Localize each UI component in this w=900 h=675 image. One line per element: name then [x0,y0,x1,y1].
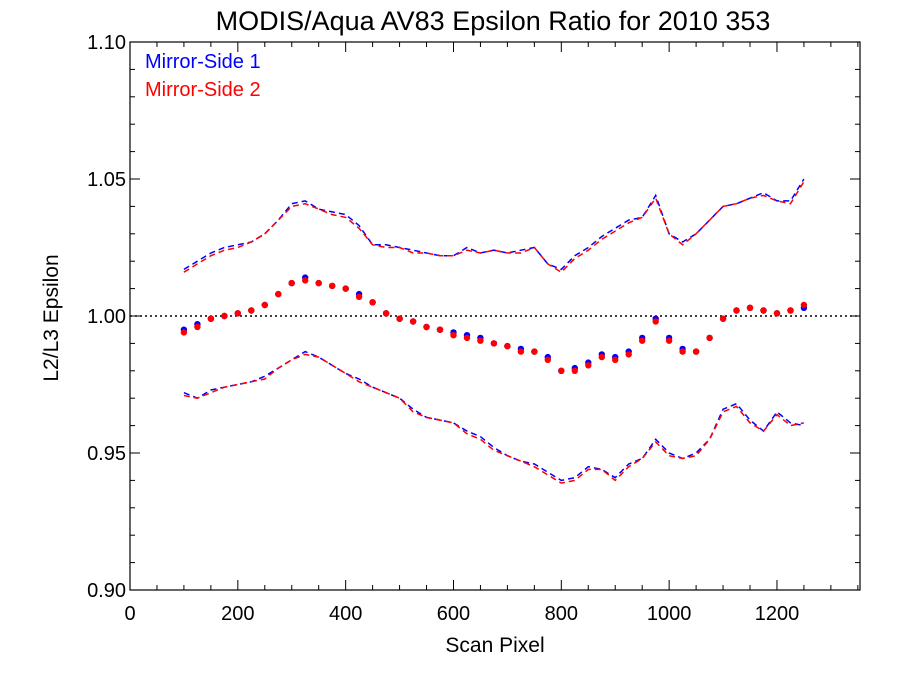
data-point-mirror-side-2 [382,310,390,317]
data-point-mirror-side-2 [423,323,430,331]
series-mirror-side-2 [180,181,808,484]
data-point-mirror-side-2 [234,310,241,317]
data-point-mirror-side-2 [787,307,794,314]
data-point-mirror-side-2 [261,301,268,309]
data-point-mirror-side-2 [692,348,700,355]
data-point-mirror-side-2 [706,334,713,342]
data-point-mirror-side-2 [652,318,659,325]
data-point-mirror-side-2 [302,277,309,284]
data-point-mirror-side-2 [760,307,767,314]
legend-item-mirror-side-2: Mirror-Side 2 [145,79,261,101]
y-tick-label: 1.00 [87,306,126,328]
lower-bound-line-mirror-side-2 [183,353,805,484]
data-point-mirror-side-2 [800,301,808,309]
x-tick-label: 600 [437,603,470,625]
data-point-mirror-side-2 [585,362,592,369]
data-point-mirror-side-2 [477,337,484,344]
y-tick-label: 1.10 [87,32,126,54]
data-point-mirror-side-2 [369,299,376,306]
data-point-mirror-side-2 [315,279,322,287]
data-point-mirror-side-2 [342,285,349,292]
data-point-mirror-side-2 [275,290,282,298]
data-point-mirror-side-2 [746,304,754,311]
data-point-mirror-side-2 [625,351,632,358]
data-point-mirror-side-2 [773,310,781,317]
data-point-mirror-side-2 [450,332,457,339]
data-point-mirror-side-2 [463,334,471,342]
y-axis-label: L2/L3 Epsilon [40,254,63,381]
upper-bound-line-mirror-side-2 [183,181,805,274]
x-tick-label: 0 [124,603,135,625]
legend: Mirror-Side 1 Mirror-Side 2 [145,51,261,101]
data-point-mirror-side-2 [612,356,619,363]
data-point-mirror-side-2 [679,348,686,355]
x-tick-label: 1000 [647,603,692,625]
chart-title: MODIS/Aqua AV83 Epsilon Ratio for 2010 3… [216,6,771,36]
series-layer [180,178,808,484]
data-point-mirror-side-2 [221,312,228,320]
data-point-mirror-side-2 [207,315,215,322]
data-point-mirror-side-2 [504,342,511,350]
data-point-mirror-side-2 [194,323,201,331]
axis-tick-labels: 0 200 400 600 800 1000 1200 0.90 0.95 1.00 1.05 1.1… [87,32,799,625]
data-point-mirror-side-2 [355,293,363,300]
lower-bound-line-mirror-side-1 [183,350,805,482]
x-tick-label: 1200 [755,603,800,625]
data-point-mirror-side-2 [639,337,646,344]
data-point-mirror-side-2 [558,367,565,374]
data-point-mirror-side-2 [180,329,188,336]
data-point-mirror-side-2 [248,307,255,314]
data-point-mirror-side-2 [288,279,295,287]
axis-ticks [129,41,860,591]
data-point-mirror-side-2 [396,315,403,322]
data-point-mirror-side-2 [544,356,551,363]
x-axis-label: Scan Pixel [445,634,544,657]
data-point-mirror-side-2 [517,348,525,355]
data-point-mirror-side-2 [598,353,605,361]
data-point-mirror-side-2 [490,340,498,347]
y-tick-label: 0.95 [87,443,126,465]
data-point-mirror-side-2 [531,348,538,355]
x-tick-label: 800 [545,603,578,625]
data-point-mirror-side-2 [719,315,727,322]
x-tick-label: 200 [221,603,254,625]
data-point-mirror-side-2 [436,326,444,333]
upper-bound-line-mirror-side-1 [183,178,805,271]
legend-item-mirror-side-1: Mirror-Side 1 [145,51,261,73]
y-tick-label: 1.05 [87,169,126,191]
x-tick-label: 400 [329,603,362,625]
data-point-mirror-side-2 [665,337,673,344]
data-point-mirror-side-2 [733,307,740,314]
data-point-mirror-side-2 [409,318,417,325]
data-point-mirror-side-2 [571,367,578,374]
data-point-mirror-side-2 [329,282,336,290]
y-tick-label: 0.90 [87,580,126,602]
